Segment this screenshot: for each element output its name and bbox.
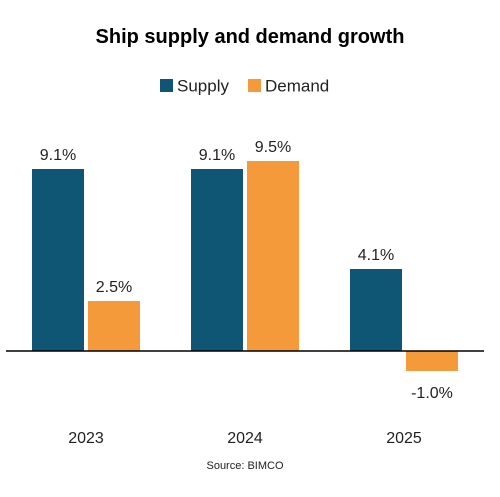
chart-title: Ship supply and demand growth <box>96 26 405 48</box>
data-label-supply-2025: 4.1% <box>358 247 394 264</box>
bar-supply-2025 <box>350 269 402 351</box>
bar-supply-2024 <box>191 169 243 351</box>
x-tick-label-2025: 2025 <box>386 430 422 447</box>
legend-swatch-demand <box>248 79 261 92</box>
source-note: Source: BIMCO <box>206 460 283 472</box>
data-labels-layer: 9.1% 2.5% 9.1% 9.5% 4.1% -1.0% <box>40 139 453 402</box>
legend: Supply Demand <box>160 77 329 96</box>
x-tick-label-2023: 2023 <box>68 430 104 447</box>
data-label-demand-2024: 9.5% <box>255 139 291 156</box>
legend-label-demand: Demand <box>265 77 329 96</box>
data-label-demand-2025: -1.0% <box>411 385 453 402</box>
data-label-demand-2023: 2.5% <box>96 279 132 296</box>
bar-demand-2024 <box>247 161 299 351</box>
data-label-supply-2024: 9.1% <box>199 147 235 164</box>
legend-label-supply: Supply <box>177 77 229 96</box>
bar-demand-2025 <box>406 351 458 371</box>
bars-layer <box>32 161 458 371</box>
data-label-supply-2023: 9.1% <box>40 147 76 164</box>
bar-supply-2023 <box>32 169 84 351</box>
legend-swatch-supply <box>160 79 173 92</box>
x-tick-labels: 2023 2024 2025 <box>68 430 422 447</box>
x-tick-label-2024: 2024 <box>227 430 263 447</box>
bar-demand-2023 <box>88 301 140 351</box>
